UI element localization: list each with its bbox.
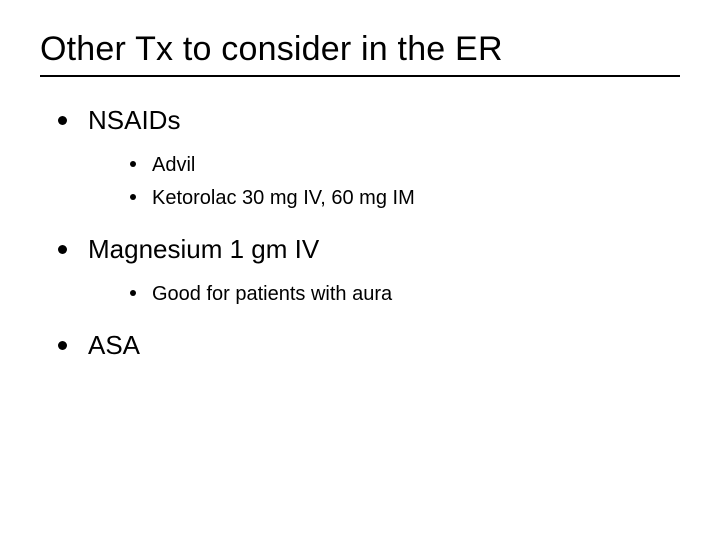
bullet-text: Advil — [152, 154, 195, 176]
list-item: Magnesium 1 gm IV Good for patients with… — [58, 234, 680, 308]
slide: Other Tx to consider in the ER NSAIDs Ad… — [0, 0, 720, 540]
list-item: Advil — [130, 152, 680, 179]
bullet-text: Magnesium 1 gm IV — [88, 234, 319, 264]
sub-list: Good for patients with aura — [130, 281, 680, 308]
list-item: NSAIDs Advil Ketorolac 30 mg IV, 60 mg I… — [58, 105, 680, 212]
list-item: Ketorolac 30 mg IV, 60 mg IM — [130, 185, 680, 212]
slide-title: Other Tx to consider in the ER — [40, 30, 680, 69]
list-item: ASA — [58, 330, 680, 361]
list-item: Good for patients with aura — [130, 281, 680, 308]
title-rule — [40, 75, 680, 77]
bullet-text: NSAIDs — [88, 105, 180, 135]
bullet-list: NSAIDs Advil Ketorolac 30 mg IV, 60 mg I… — [58, 105, 680, 361]
sub-list: Advil Ketorolac 30 mg IV, 60 mg IM — [130, 152, 680, 212]
bullet-text: Ketorolac 30 mg IV, 60 mg IM — [152, 187, 415, 209]
bullet-text: ASA — [88, 330, 140, 360]
bullet-text: Good for patients with aura — [152, 283, 392, 305]
